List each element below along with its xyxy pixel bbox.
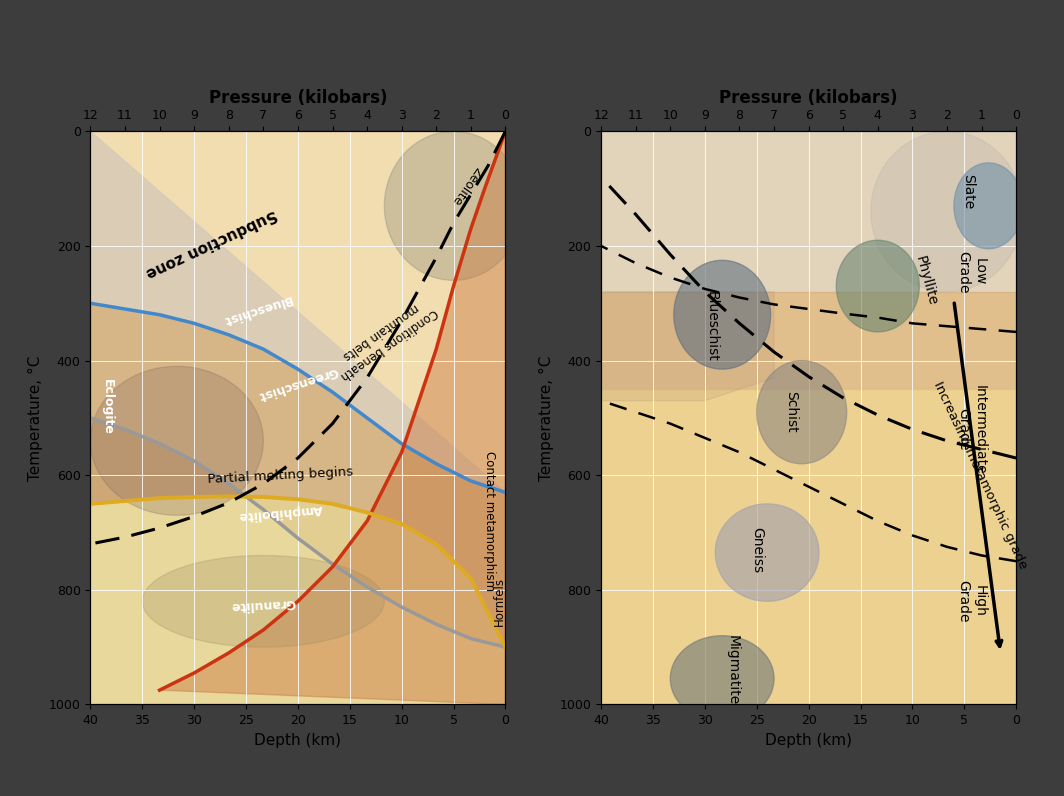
Text: Conditions beneath
mountain belts: Conditions beneath mountain belts	[329, 293, 439, 382]
Polygon shape	[90, 131, 505, 493]
Ellipse shape	[757, 361, 847, 464]
Polygon shape	[90, 418, 505, 647]
X-axis label: Pressure (kilobars): Pressure (kilobars)	[209, 89, 387, 107]
Polygon shape	[870, 131, 1023, 292]
Ellipse shape	[670, 636, 775, 722]
Text: Partial melting begins: Partial melting begins	[207, 465, 353, 486]
Polygon shape	[143, 556, 384, 647]
Text: Greenschist: Greenschist	[256, 365, 339, 403]
Ellipse shape	[715, 504, 819, 601]
Text: Schist: Schist	[784, 392, 798, 433]
Text: Granulite: Granulite	[231, 596, 296, 612]
Ellipse shape	[836, 240, 919, 332]
Y-axis label: Temperature, °C: Temperature, °C	[539, 355, 554, 481]
Text: Phyllite: Phyllite	[913, 254, 940, 306]
Text: Blueschist: Blueschist	[220, 291, 293, 326]
Text: Intermediate
Grade: Intermediate Grade	[957, 384, 986, 474]
Text: Hornfels: Hornfels	[493, 577, 505, 626]
Text: Migmatite: Migmatite	[726, 635, 739, 705]
Polygon shape	[601, 131, 1016, 292]
Y-axis label: Temperature, °C: Temperature, °C	[29, 355, 44, 481]
Text: Contact metamorphism: Contact metamorphism	[483, 451, 496, 591]
Polygon shape	[90, 366, 263, 515]
Text: Low
Grade: Low Grade	[957, 251, 986, 293]
Polygon shape	[384, 131, 522, 280]
X-axis label: Depth (km): Depth (km)	[765, 733, 852, 747]
Text: Blueschist: Blueschist	[704, 291, 719, 361]
Polygon shape	[90, 497, 505, 704]
Text: Zeolite: Zeolite	[450, 164, 485, 207]
Polygon shape	[601, 292, 774, 400]
Text: Amphibolite: Amphibolite	[238, 502, 323, 523]
Polygon shape	[160, 131, 505, 704]
Text: Gneiss: Gneiss	[750, 527, 764, 573]
Polygon shape	[601, 389, 1016, 704]
Text: Slate: Slate	[961, 174, 975, 209]
X-axis label: Pressure (kilobars): Pressure (kilobars)	[719, 89, 898, 107]
Text: Increasing metamorphic grade: Increasing metamorphic grade	[931, 380, 1029, 571]
Ellipse shape	[674, 260, 770, 369]
X-axis label: Depth (km): Depth (km)	[254, 733, 342, 747]
Text: Subduction zone: Subduction zone	[144, 206, 280, 280]
Polygon shape	[90, 303, 505, 647]
Polygon shape	[601, 292, 1016, 389]
Text: High
Grade: High Grade	[957, 580, 986, 622]
Text: Eclogite: Eclogite	[101, 379, 114, 435]
Ellipse shape	[953, 163, 1024, 249]
